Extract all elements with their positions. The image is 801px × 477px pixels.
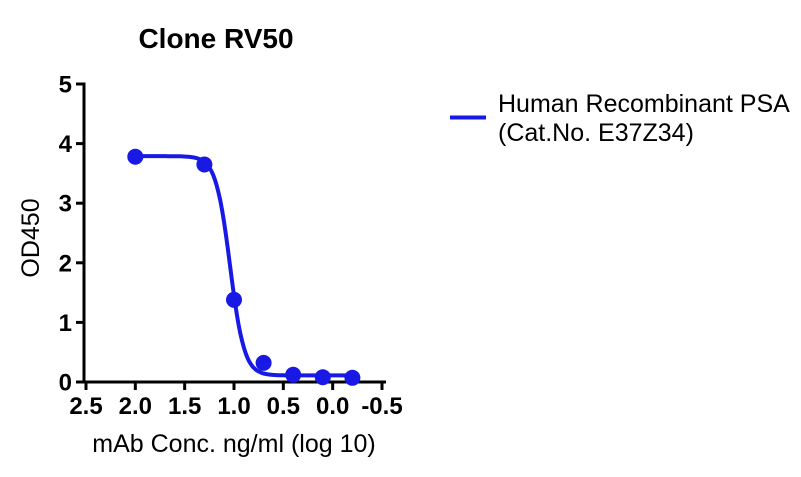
data-point: [127, 148, 144, 165]
x-tick-label: 1.0: [217, 393, 250, 420]
y-tick-label: 1: [59, 310, 72, 337]
legend-label-line2: (Cat.No. E37Z34): [498, 119, 694, 147]
data-point: [344, 369, 361, 386]
y-tick-label: 5: [59, 72, 72, 99]
x-tick-label: 2.5: [69, 393, 102, 420]
x-tick-label: 1.5: [168, 393, 201, 420]
fit-curve: [133, 154, 355, 378]
legend-label-line1: Human Recombinant PSA: [498, 90, 790, 118]
y-tick-label: 2: [59, 250, 72, 277]
x-tick-label: 0.0: [316, 393, 349, 420]
data-point: [314, 369, 331, 386]
y-tick-label: 3: [59, 191, 72, 218]
x-tick-label: -0.5: [361, 393, 402, 420]
data-point: [255, 354, 272, 371]
y-tick-label: 4: [59, 131, 73, 158]
data-point: [285, 366, 302, 383]
legend: Human Recombinant PSA (Cat.No. E37Z34): [450, 90, 790, 147]
x-tick-label: 2.0: [119, 393, 152, 420]
chart-title: Clone RV50: [138, 23, 293, 54]
y-axis-title: OD450: [17, 198, 45, 277]
x-axis-title: mAb Conc. ng/ml (log 10): [92, 430, 375, 458]
data-point: [226, 291, 242, 308]
y-tick-label: 0: [59, 370, 72, 397]
x-tick-label: 0.5: [267, 393, 300, 420]
plot-area: 0 1 2 3 4 5 2.5 2.0 1.5 1.0 0.5 0.0 -0.5: [59, 72, 403, 421]
data-point: [196, 156, 213, 173]
